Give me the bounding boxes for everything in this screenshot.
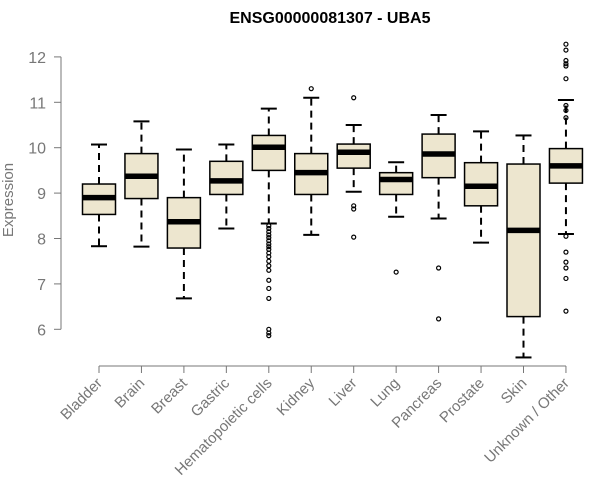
outlier-point [563, 76, 569, 82]
y-tick-label: 12 [28, 50, 46, 67]
outlier-point [563, 41, 569, 47]
outlier-point [266, 258, 272, 264]
iqr-box [378, 171, 414, 196]
outlier-point [266, 333, 272, 339]
outlier-point [563, 63, 569, 69]
outlier-point [266, 244, 272, 250]
x-tick-label: Brain [111, 375, 148, 412]
outlier-point [266, 234, 272, 241]
x-tick-label: Kidney [274, 374, 319, 419]
iqr-box [506, 163, 541, 318]
outlier-point [563, 308, 569, 314]
y-axis: 6 7 8 9 10 11 12 [28, 50, 62, 339]
outlier-point [266, 330, 272, 336]
outlier-point [351, 234, 357, 240]
outlier-point [563, 265, 569, 271]
x-tick-label: Prostate [436, 375, 488, 427]
outlier-point [266, 263, 272, 269]
outlier-point [266, 241, 272, 247]
outlier-point [266, 277, 272, 283]
outlier-point [563, 259, 569, 265]
x-tick-label: Skin [498, 375, 531, 408]
y-tick-label: 11 [29, 95, 46, 112]
x-tick-label: Liver [326, 375, 361, 410]
y-tick-label: 10 [28, 141, 46, 158]
box-lung [378, 161, 414, 275]
box-brain [124, 120, 159, 248]
outlier-point [266, 285, 272, 292]
box-skin [506, 134, 541, 359]
x-tick-label: Breast [148, 374, 191, 417]
chart-title: ENSG00000081307 - UBA5 [229, 10, 430, 27]
box-kidney [294, 86, 329, 236]
outlier-point [266, 225, 272, 232]
outlier-point [563, 115, 569, 121]
outlier-point [351, 95, 357, 101]
box-unknown-other [548, 41, 584, 314]
outlier-point [266, 267, 272, 273]
outlier-point [308, 86, 314, 92]
outlier-point [393, 269, 399, 275]
outlier-point [266, 238, 272, 244]
iqr-box [336, 143, 371, 169]
outlier-point [563, 47, 569, 53]
iqr-box [209, 160, 244, 196]
y-axis-label: Expression [0, 163, 17, 237]
outlier-point [563, 57, 569, 64]
outlier-point [351, 203, 357, 209]
box-bladder [81, 143, 117, 248]
outlier-point [563, 102, 569, 109]
box-pancreas [421, 114, 456, 322]
outlier-point [266, 232, 272, 238]
y-tick-label: 7 [37, 277, 46, 294]
box-breast [166, 148, 202, 300]
box-liver [336, 95, 371, 240]
y-tick-label: 6 [37, 322, 46, 339]
outlier-point [563, 107, 569, 114]
outlier-point [266, 223, 272, 229]
box-series [81, 41, 584, 359]
box-gastric [209, 143, 244, 230]
outlier-point [266, 295, 272, 302]
outlier-point [563, 275, 569, 282]
outlier-point [563, 249, 569, 255]
x-tick-label: Bladder [57, 375, 106, 424]
y-tick-label: 8 [37, 232, 46, 249]
outlier-point [436, 265, 442, 271]
outlier-point [266, 229, 272, 235]
outlier-point [436, 316, 442, 322]
x-tick-label: Lung [367, 375, 403, 411]
y-tick-label: 9 [37, 186, 46, 203]
outlier-point [351, 206, 357, 212]
outlier-point [563, 233, 569, 239]
box-prostate [463, 130, 499, 244]
box-hematopoietic-cells [251, 107, 287, 339]
iqr-box [251, 134, 287, 172]
outlier-point [563, 61, 569, 67]
